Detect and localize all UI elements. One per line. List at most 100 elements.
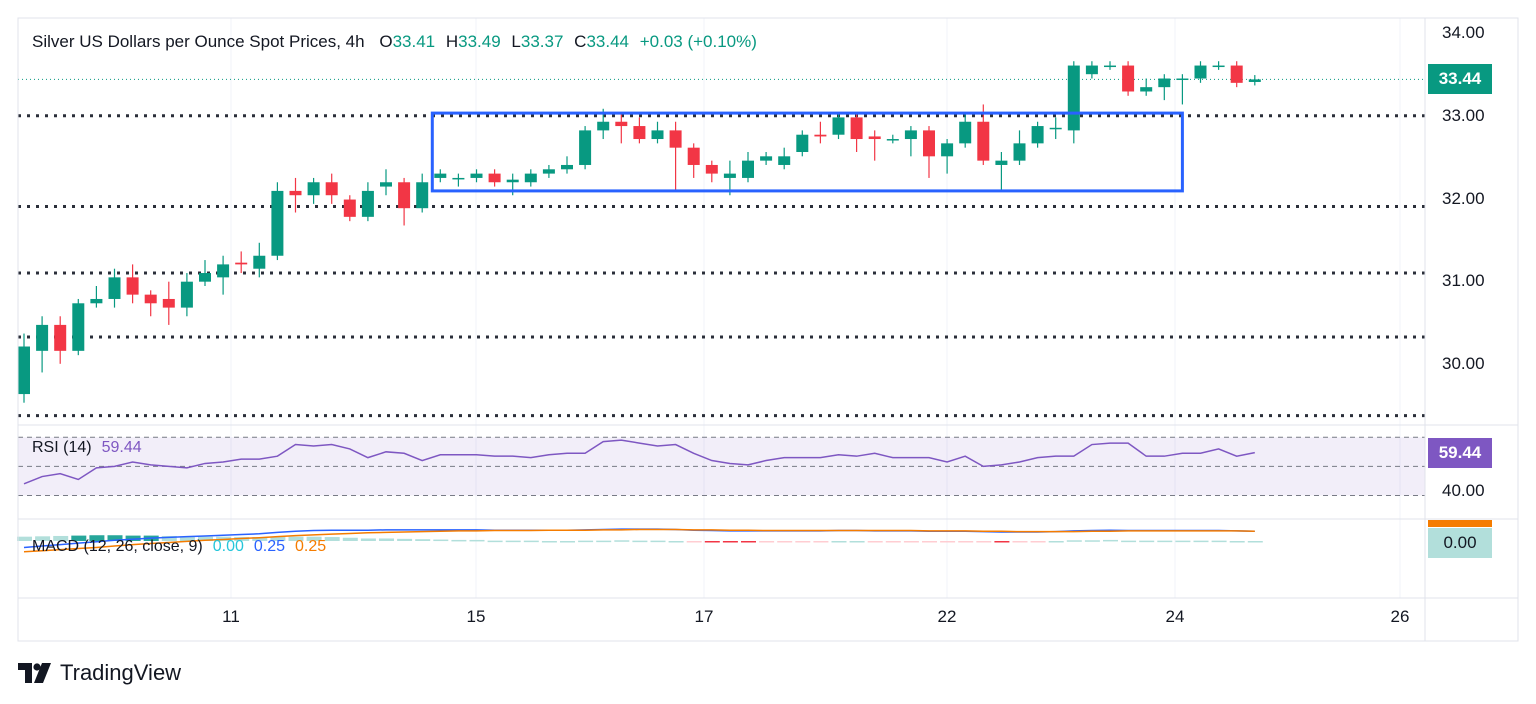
- macd-histogram-bar: [324, 537, 340, 541]
- open-label: O: [379, 32, 393, 51]
- candle-body: [542, 169, 555, 174]
- y-tick-32: 32.00: [1442, 189, 1485, 208]
- rsi-pane: [18, 436, 1425, 496]
- candle-body: [1085, 65, 1098, 75]
- macd-histogram-bar: [958, 541, 974, 543]
- high-value: 33.49: [458, 32, 501, 51]
- candle-body: [108, 277, 121, 299]
- x-tick-17: 17: [694, 607, 714, 626]
- macd-histogram-bar: [722, 541, 738, 543]
- macd-histogram-bar: [650, 540, 666, 543]
- candle-body: [1248, 79, 1261, 82]
- candle-body: [488, 173, 501, 183]
- candle-body: [36, 324, 49, 351]
- candle-body: [1013, 143, 1026, 161]
- candle-body: [325, 182, 338, 196]
- candle-body: [1031, 126, 1044, 144]
- macd-histogram-bar: [686, 541, 702, 543]
- candle-body: [1158, 78, 1171, 88]
- y-tick-30: 30.00: [1442, 354, 1485, 373]
- horizontal-levels: [18, 114, 1425, 418]
- macd-histogram-bar: [35, 536, 51, 541]
- candle-body: [959, 121, 972, 144]
- macd-histogram-bar: [161, 535, 177, 541]
- macd-histogram-bar: [1084, 540, 1100, 542]
- candle-body: [1176, 78, 1189, 81]
- candle-body: [126, 277, 139, 295]
- macd-histogram-bar: [89, 535, 105, 541]
- candle-body: [561, 164, 573, 170]
- macd-histogram-bar: [379, 538, 394, 541]
- candle-body: [778, 156, 791, 165]
- candle-body: [1140, 87, 1153, 92]
- rsi-label: RSI (14): [32, 439, 92, 456]
- candle-body: [72, 303, 85, 351]
- candle-body: [180, 281, 193, 308]
- candle-body: [506, 179, 519, 183]
- macd-histogram-bar: [505, 540, 521, 543]
- macd-histogram-bar: [1247, 541, 1263, 543]
- candle-body: [361, 190, 374, 217]
- macd-histogram-bar: [614, 540, 630, 542]
- macd-histogram-bar: [632, 540, 648, 543]
- candle-body: [1194, 65, 1207, 79]
- rsi-legend: RSI (14) 59.44: [32, 439, 142, 457]
- macd-histogram-bar: [596, 540, 612, 543]
- candle-body: [742, 160, 754, 178]
- candle-body: [1067, 65, 1080, 131]
- candle-body: [669, 130, 682, 148]
- candle-body: [1049, 127, 1062, 130]
- candle-body: [144, 294, 157, 304]
- close-value: 33.44: [586, 32, 629, 51]
- candle-body: [199, 273, 211, 282]
- x-tick-11: 11: [222, 607, 240, 626]
- candle-body: [217, 264, 230, 278]
- macd-histogram-bar: [849, 541, 865, 543]
- open-value: 33.41: [392, 32, 436, 51]
- candle-body: [687, 147, 700, 165]
- x-tick-24: 24: [1165, 607, 1185, 626]
- candle-body: [307, 182, 320, 196]
- macd-histogram-bar: [1048, 541, 1064, 543]
- low-label: L: [511, 32, 521, 51]
- macd-histogram-bar: [288, 536, 304, 541]
- macd-histogram-bar: [1121, 540, 1137, 543]
- candle-body: [923, 130, 935, 157]
- candle-body: [162, 298, 175, 308]
- candle-body: [796, 134, 809, 152]
- macd-histogram-bar: [252, 537, 268, 541]
- macd-histogram-value: 0.00: [212, 538, 244, 555]
- macd-line-value: 0.25: [253, 538, 286, 555]
- outer-frame: [17, 17, 1519, 642]
- candle-body: [289, 190, 302, 196]
- tradingview-logo-text: TradingView: [60, 660, 182, 685]
- chart-title: Silver US Dollars per Ounce Spot Prices,…: [32, 32, 757, 52]
- macd-histogram-bar: [523, 540, 539, 543]
- macd-histogram-bar: [1066, 540, 1082, 542]
- macd-histogram-bar: [922, 541, 937, 543]
- candlestick-series: [18, 61, 1261, 403]
- macd-histogram-bar: [885, 541, 901, 543]
- change-value: +0.03 (+0.10%): [639, 32, 757, 51]
- macd-histogram-bar: [1030, 541, 1046, 543]
- candle-body: [398, 182, 411, 209]
- candle-body: [814, 134, 827, 137]
- candle-body: [615, 121, 628, 127]
- candle-body: [868, 136, 881, 140]
- tradingview-logo[interactable]: TradingView: [18, 660, 181, 686]
- candle-body: [1122, 65, 1135, 92]
- candle-body: [995, 160, 1008, 165]
- candle-body: [1230, 65, 1243, 83]
- candle-body: [343, 199, 356, 217]
- candle-body: [1104, 65, 1116, 68]
- candle-body: [760, 156, 773, 161]
- macd-badge: 0.00: [1428, 528, 1492, 558]
- candle-body: [380, 182, 392, 187]
- macd-histogram-bar: [1139, 540, 1155, 543]
- macd-histogram-bar: [994, 541, 1010, 543]
- candle-body: [651, 130, 664, 140]
- candle-body: [904, 130, 917, 140]
- x-tick-26: 26: [1390, 607, 1410, 626]
- macd-histogram-bar: [541, 541, 557, 543]
- candle-body: [271, 190, 284, 256]
